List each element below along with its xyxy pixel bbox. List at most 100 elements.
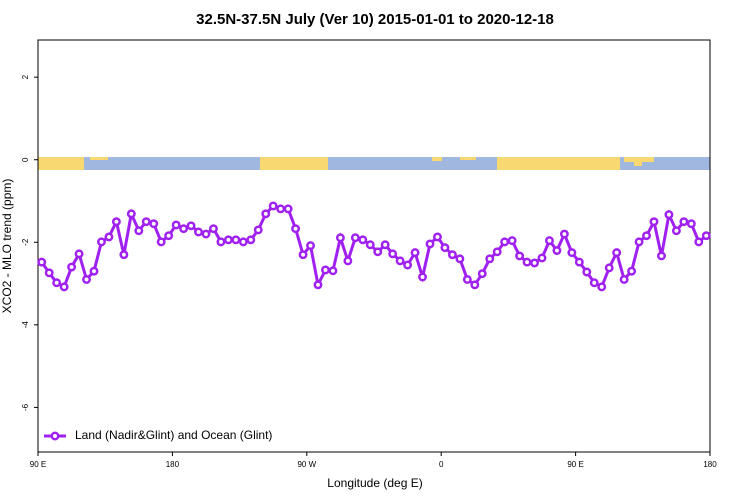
data-point (530, 258, 539, 268)
data-point (552, 246, 562, 255)
data-point (701, 231, 711, 241)
data-point (642, 231, 651, 241)
data-point (507, 236, 517, 246)
data-point (67, 262, 77, 272)
data-point (686, 219, 696, 229)
data-point (82, 274, 91, 284)
data-point (126, 209, 136, 219)
data-point (418, 272, 427, 282)
y-tick-label: -4 (21, 321, 30, 329)
data-point (545, 236, 554, 246)
data-point (335, 233, 345, 243)
data-point (171, 220, 181, 230)
x-tick-label: 90 E (30, 460, 46, 469)
data-point (149, 219, 159, 229)
x-tick-label: 90 E (567, 460, 583, 469)
data-point (597, 282, 607, 292)
y-axis-label: XCO2 - MLO trend (ppm) (0, 179, 14, 314)
data-point (440, 243, 450, 253)
data-point (671, 226, 681, 236)
data-point (291, 224, 301, 234)
x-tick-label: 180 (166, 460, 180, 469)
data-point (694, 237, 704, 247)
data-point (477, 269, 487, 279)
data-point (238, 237, 248, 247)
data-point (306, 241, 315, 251)
data-point (223, 235, 233, 245)
data-point (179, 224, 189, 234)
data-point (201, 229, 211, 239)
data-point (283, 204, 293, 214)
data-point (500, 237, 510, 247)
land-ocean-strip (38, 157, 710, 170)
x-tick-label: 0 (439, 460, 444, 469)
data-point (537, 253, 547, 263)
data-point (657, 251, 666, 261)
y-tick-label: -6 (21, 403, 30, 411)
data-point (209, 224, 218, 234)
data-point (664, 210, 674, 220)
data-point (604, 263, 614, 273)
data-point (321, 265, 330, 275)
data-point (104, 232, 114, 242)
data-point (388, 249, 398, 259)
data-point (589, 278, 599, 288)
data-point (134, 226, 144, 236)
data-point (492, 247, 502, 257)
data-point (373, 247, 383, 257)
data-point (679, 217, 689, 227)
data-point (298, 250, 308, 260)
data-point (313, 280, 323, 290)
data-point (276, 204, 286, 214)
data-point (462, 274, 472, 284)
x-tick-label: 180 (703, 460, 717, 469)
legend-label: Land (Nadir&Glint) and Ocean (Glint) (75, 428, 272, 442)
data-point (141, 217, 151, 227)
data-point (574, 257, 584, 267)
data-point (612, 248, 622, 258)
data-point (261, 209, 271, 219)
y-tick-label: -2 (21, 238, 30, 246)
data-point (365, 240, 375, 250)
data-point (253, 225, 263, 235)
data-point (582, 267, 592, 277)
data-point (268, 201, 278, 211)
data-point (44, 268, 54, 278)
data-point (111, 217, 121, 227)
data-point (567, 248, 577, 258)
data-point (358, 235, 368, 245)
data-point (447, 250, 457, 260)
data-point (634, 237, 644, 247)
data-point (425, 239, 435, 249)
data-point (515, 251, 525, 261)
plot-frame (37, 39, 711, 453)
y-tick-label: 2 (21, 74, 30, 79)
chart-title: 32.5N-37.5N July (Ver 10) 2015-01-01 to … (196, 11, 554, 28)
data-point (89, 266, 99, 276)
data-point (37, 257, 47, 267)
data-point (164, 231, 174, 241)
legend-marker (50, 431, 60, 441)
data-point (216, 237, 226, 247)
data-point (403, 260, 413, 270)
data-point (119, 250, 129, 260)
data-point (343, 256, 353, 266)
y-tick-label: 0 (21, 157, 30, 162)
data-point (52, 278, 62, 288)
data-point (186, 221, 196, 231)
x-tick-label: 90 W (297, 460, 316, 469)
data-point (455, 254, 465, 264)
data-point (433, 232, 442, 242)
data-point (380, 240, 390, 250)
data-point (395, 256, 405, 266)
data-point (470, 280, 480, 290)
data-point (328, 266, 338, 276)
data-point (627, 266, 637, 276)
data-point (559, 229, 569, 239)
data-point (350, 233, 360, 243)
data-point (485, 254, 495, 264)
data-point (74, 249, 84, 259)
data-point (619, 274, 629, 284)
data-point (231, 235, 241, 245)
